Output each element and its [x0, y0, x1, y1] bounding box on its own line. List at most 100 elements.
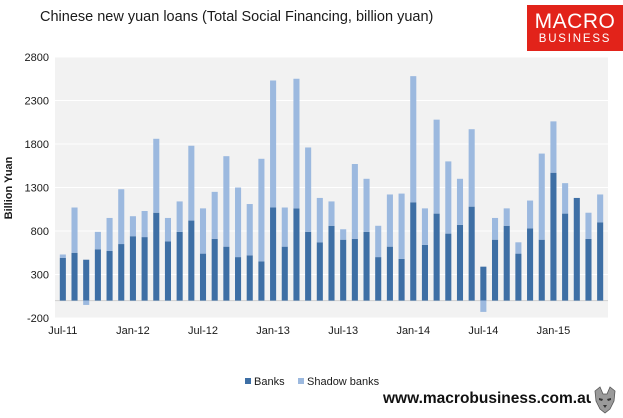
x-tick-label: Jul-13: [328, 325, 358, 337]
y-axis-ticks: -200 300 800 1300 1800 2300 2800: [25, 52, 49, 325]
x-axis-ticks: Jul-11 Jan-12 Jul-12 Jan-13 Jul-13 Jan-14 Jul-…: [48, 325, 570, 337]
site-url: www.macrobusiness.com.au: [383, 390, 596, 407]
bar-shadow-banks: [176, 201, 183, 232]
bar-shadow-banks: [340, 229, 347, 240]
bar-banks: [141, 237, 148, 301]
bar-shadow-banks: [153, 138, 160, 213]
bar-banks: [375, 257, 382, 301]
x-tick-label: Jan-13: [256, 325, 290, 337]
bar-shadow-banks: [141, 210, 148, 238]
bar-banks: [480, 266, 487, 301]
x-tick-label: Jul-11: [48, 325, 77, 337]
bar-shadow-banks: [456, 178, 464, 225]
legend-label-shadow-banks: Shadow banks: [307, 376, 380, 388]
bar-shadow-banks: [118, 189, 125, 245]
y-tick-label: 2800: [25, 52, 49, 64]
bar-banks: [398, 258, 405, 301]
bar-banks: [71, 252, 78, 301]
bar-shadow-banks: [527, 200, 534, 229]
bar-banks: [491, 239, 499, 301]
bar-shadow-banks: [59, 254, 66, 258]
bar-banks: [386, 246, 393, 301]
chart-title: Chinese new yuan loans (Total Social Fin…: [40, 9, 434, 25]
bar-banks: [351, 238, 358, 301]
bar-shadow-banks: [550, 121, 557, 173]
bar-shadow-banks: [468, 129, 475, 207]
bar-shadow-banks: [211, 191, 218, 239]
bar-shadow-banks: [375, 225, 382, 258]
bar-banks: [188, 220, 195, 301]
legend-swatch-shadow-banks: [298, 378, 304, 384]
bar-shadow-banks: [433, 119, 440, 214]
bar-shadow-banks: [363, 178, 370, 232]
wolf-logo-icon: [591, 385, 619, 415]
bar-banks: [235, 257, 242, 301]
bar-shadow-banks: [83, 300, 90, 305]
x-tick-label: Jan-15: [537, 325, 571, 337]
bar-banks: [83, 259, 90, 301]
bar-shadow-banks: [538, 153, 545, 240]
bar-shadow-banks: [129, 216, 136, 237]
bar-banks: [340, 239, 347, 301]
bar-shadow-banks: [515, 242, 522, 254]
bar-banks: [293, 208, 300, 301]
bar-banks: [199, 253, 207, 301]
bar-shadow-banks: [351, 164, 358, 239]
bar-shadow-banks: [94, 231, 101, 250]
bar-shadow-banks: [293, 78, 300, 209]
bar-banks: [503, 225, 510, 301]
bar-banks: [445, 233, 452, 301]
bar-banks: [562, 213, 569, 301]
bar-shadow-banks: [164, 217, 172, 242]
bar-banks: [316, 242, 323, 301]
bar-banks: [538, 239, 545, 301]
y-tick-label: 2300: [25, 96, 49, 108]
bar-shadow-banks: [585, 212, 592, 239]
y-tick-label: 300: [31, 270, 49, 282]
bar-shadow-banks: [445, 161, 452, 234]
bar-shadow-banks: [328, 201, 335, 226]
bar-banks: [258, 261, 265, 301]
bar-shadow-banks: [386, 194, 393, 247]
bar-banks: [305, 231, 312, 301]
legend: Banks Shadow banks: [245, 376, 380, 388]
bar-shadow-banks: [480, 300, 487, 312]
bar-banks: [456, 224, 464, 301]
bar-banks: [153, 212, 160, 301]
y-tick-label: 1300: [25, 183, 49, 195]
legend-swatch-banks: [245, 378, 251, 384]
legend-label-banks: Banks: [254, 376, 285, 388]
bar-banks: [164, 241, 172, 301]
bar-banks: [176, 231, 183, 301]
bar-shadow-banks: [316, 197, 323, 243]
bar-shadow-banks: [71, 207, 78, 253]
bar-banks: [585, 238, 592, 301]
bar-banks: [410, 202, 417, 301]
macrobusiness-logo: MACRO BUSINESS: [527, 5, 623, 51]
bar-banks: [281, 246, 288, 301]
bar-banks: [94, 249, 101, 301]
bar-shadow-banks: [491, 217, 499, 240]
y-tick-label: -200: [27, 313, 49, 325]
bar-shadow-banks: [503, 208, 510, 226]
x-tick-label: Jan-12: [116, 325, 150, 337]
bar-shadow-banks: [270, 80, 277, 208]
bar-banks: [129, 236, 136, 301]
bar-banks: [573, 197, 580, 301]
y-tick-label: 1800: [25, 139, 49, 151]
x-tick-label: Jan-14: [396, 325, 430, 337]
x-tick-label: Jul-14: [468, 325, 498, 337]
bar-shadow-banks: [246, 204, 253, 256]
bar-banks: [515, 253, 522, 301]
bar-shadow-banks: [305, 147, 312, 232]
bar-banks: [550, 172, 557, 301]
bar-banks: [223, 246, 230, 301]
bar-banks: [468, 206, 475, 301]
bar-shadow-banks: [398, 193, 405, 259]
bar-banks: [118, 244, 125, 301]
bar-shadow-banks: [410, 76, 417, 203]
bar-banks: [433, 213, 440, 301]
logo-line-1: MACRO: [534, 10, 616, 33]
bar-banks: [527, 228, 534, 301]
